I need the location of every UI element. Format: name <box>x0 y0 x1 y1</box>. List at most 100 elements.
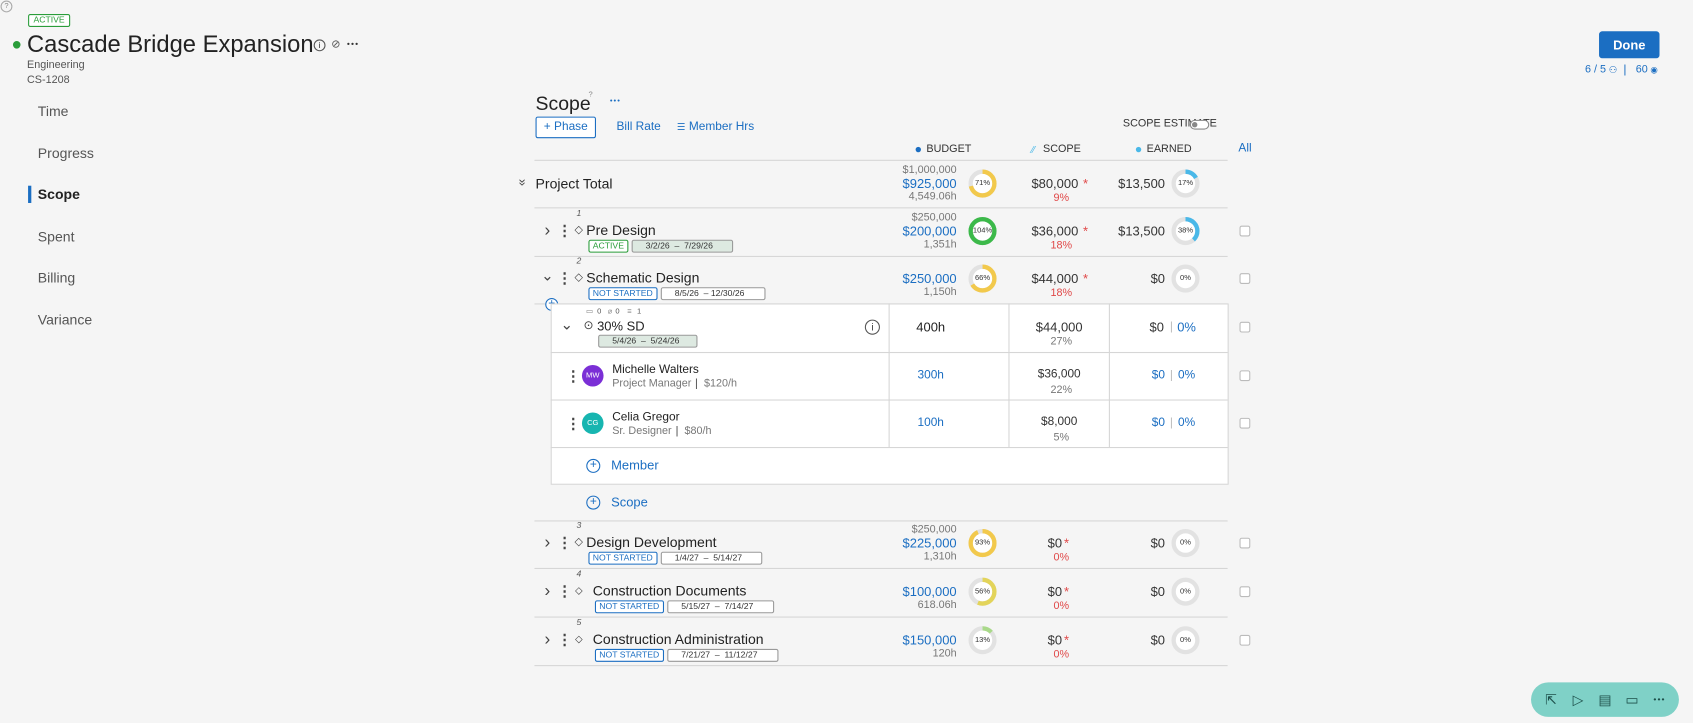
row-divider <box>534 255 1228 257</box>
collapse-all: » <box>515 178 531 187</box>
info-icon: i <box>313 39 326 52</box>
toolbar-icon: ▷ <box>1572 691 1585 708</box>
drag-handle: ⋮ <box>565 414 581 432</box>
row-checkbox[interactable] <box>1239 417 1251 429</box>
view-count: 60 <box>1635 63 1648 76</box>
phase-icon: ⬦ <box>574 633 583 646</box>
nav-item[interactable]: Scope <box>37 186 80 203</box>
add-circle <box>586 458 601 473</box>
toggle-knob <box>1191 122 1198 128</box>
ring-arc <box>968 529 997 558</box>
earned-pct: 0% <box>1177 319 1196 335</box>
earned: $0 <box>1151 368 1165 382</box>
ring-arc <box>968 217 997 246</box>
row-checkbox[interactable] <box>1239 634 1251 646</box>
scope-value: $0 <box>1047 632 1063 648</box>
scope-value: $0 <box>1047 584 1063 600</box>
hours: 1,150h <box>923 286 957 298</box>
phase-icon: ◇ <box>574 224 583 237</box>
phase-dates: 7/21/27 – 11/12/27 <box>667 648 779 662</box>
scope-pct: 22% <box>1050 384 1073 397</box>
member-count: 6 / 5 <box>1584 63 1607 76</box>
drag-handle: ⋮ <box>557 221 573 239</box>
section-title: Scope <box>535 92 591 115</box>
earned-dot <box>1135 146 1142 153</box>
earned: $0 <box>1150 632 1165 648</box>
target-icon: ⊙ <box>583 319 594 333</box>
phase-number: 5 <box>576 617 582 628</box>
sep: | <box>1169 320 1174 334</box>
row-checkbox[interactable] <box>1239 586 1251 598</box>
hours: 618.06h <box>917 599 957 612</box>
row-checkbox[interactable] <box>1239 537 1251 549</box>
scope-value: $44,000 <box>1035 319 1083 335</box>
action[interactable]: + Phase <box>543 120 588 134</box>
avatar <box>581 364 604 387</box>
department: Engineering <box>26 59 85 72</box>
budget: $225,000 <box>902 535 957 551</box>
phase-dates: 3/2/26 – 7/29/26 <box>631 239 734 253</box>
budget: $250,000 <box>902 271 957 287</box>
nav-item[interactable]: Progress <box>37 145 94 162</box>
col-divider <box>1108 303 1110 447</box>
scope-pct: 27% <box>1050 335 1073 348</box>
phase-status: NOT STARTED <box>594 600 664 614</box>
row-checkbox[interactable] <box>1239 370 1251 382</box>
done-label[interactable]: Done <box>1613 37 1646 53</box>
budget: $150,000 <box>902 632 957 648</box>
toolbar[interactable] <box>1531 682 1679 717</box>
avatar-initials: MW <box>586 371 600 380</box>
count: 1 <box>637 308 642 316</box>
scope-pct: 18% <box>1050 239 1073 252</box>
phase-status: NOT STARTED <box>594 648 664 662</box>
member-hours: 100h <box>917 416 944 430</box>
ring-label: 0% <box>1180 274 1191 283</box>
scope-value: $80,000 <box>1031 175 1079 192</box>
phase-name: Schematic Design <box>586 269 700 286</box>
scope-value: $36,000 <box>1031 223 1079 239</box>
toolbar-icon: ▭ <box>1625 691 1640 708</box>
more-icon: ••• <box>609 97 622 106</box>
nav-item[interactable]: Variance <box>37 311 93 328</box>
budget: $100,000 <box>902 584 957 600</box>
phase-name: Construction Administration <box>592 631 764 648</box>
project-title: Cascade Bridge Expansion <box>26 30 314 58</box>
nav-item[interactable]: Time <box>37 103 69 120</box>
toggle[interactable] <box>1189 119 1210 130</box>
row-checkbox[interactable] <box>1239 273 1251 284</box>
row-checkbox[interactable] <box>1239 321 1251 333</box>
member-rate: $80/h <box>684 425 712 438</box>
sep: | <box>1169 368 1174 382</box>
phase-name: Design Development <box>586 533 717 551</box>
progress-ring <box>968 264 997 293</box>
row-checkbox[interactable] <box>1239 225 1251 237</box>
phase-status: NOT STARTED <box>588 551 658 565</box>
ring-label: 66% <box>974 274 991 283</box>
done-button[interactable] <box>1599 31 1660 59</box>
col-divider <box>888 303 890 447</box>
progress-ring <box>1171 169 1200 198</box>
action[interactable]: Member Hrs <box>688 120 755 134</box>
member-hours: 300h <box>917 368 944 382</box>
eye-icon: ◉ <box>1650 64 1658 75</box>
nav-item[interactable]: Spent <box>37 228 75 245</box>
ring-label: 0% <box>1180 539 1191 547</box>
attach-icon: ⌀ <box>607 308 613 316</box>
earned: $0 <box>1150 535 1165 551</box>
ring-arc <box>968 626 997 655</box>
phase-button[interactable] <box>535 116 596 139</box>
comment-icon: ▭ <box>585 308 594 316</box>
ring-arc <box>968 577 997 606</box>
nav-item[interactable]: Billing <box>37 269 76 286</box>
member-name: Michelle Walters <box>612 363 699 377</box>
add-link[interactable]: Scope <box>611 494 648 510</box>
member-role: Project Manager <box>612 377 692 390</box>
progress-ring <box>968 529 997 558</box>
info-icon: i <box>864 319 880 335</box>
all-link[interactable]: All <box>1238 141 1252 155</box>
scope-pct: 0% <box>1053 600 1070 613</box>
plus: + <box>589 458 597 472</box>
scope-pct: 0% <box>1053 551 1070 564</box>
action[interactable]: Bill Rate <box>616 120 661 134</box>
add-link[interactable]: Member <box>611 457 659 473</box>
